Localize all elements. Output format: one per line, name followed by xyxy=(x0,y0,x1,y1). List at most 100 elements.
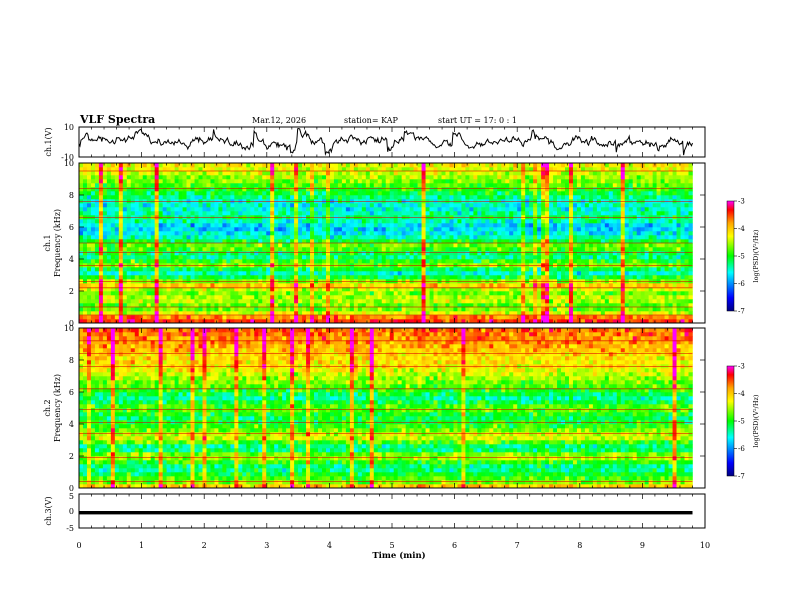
spectrogram-cell xyxy=(162,247,167,252)
spectrogram-cell xyxy=(477,195,482,200)
spectrogram-cell xyxy=(134,251,140,256)
spectrogram-cell xyxy=(497,295,502,300)
spectrogram-cell xyxy=(250,275,255,280)
spectrogram-cell xyxy=(302,227,307,232)
spectrogram-cell xyxy=(501,255,506,260)
spectrogram-cell xyxy=(537,167,542,172)
spectrogram-cell xyxy=(365,275,371,280)
spectrogram-cell xyxy=(357,163,363,168)
spectrogram-cell xyxy=(421,247,426,252)
spectrogram-cell xyxy=(393,195,398,200)
spectrogram-cell xyxy=(529,251,534,256)
spectrogram-cell xyxy=(106,179,112,184)
spectrogram-cell xyxy=(238,171,243,176)
spectrogram-cell xyxy=(545,227,550,232)
spectrogram-cell xyxy=(282,259,287,264)
spectrogram-cell xyxy=(286,179,291,184)
spectrogram-cell xyxy=(322,227,327,232)
spectrogram-cell xyxy=(493,219,498,224)
spectrogram-cell xyxy=(154,207,159,212)
spectrogram-cell xyxy=(481,171,486,176)
spectrogram-cell xyxy=(425,203,430,208)
spectrogram-cell xyxy=(509,175,514,180)
spectrogram-cell xyxy=(349,247,355,252)
spectrogram-cell xyxy=(457,283,462,288)
spectrogram-cell xyxy=(266,171,271,176)
spectrogram-cell xyxy=(341,287,347,292)
spectrogram-cell xyxy=(493,311,498,316)
spectrogram-cell xyxy=(194,231,199,236)
spectrogram-cell xyxy=(361,191,367,196)
spectrogram-cell xyxy=(457,275,462,280)
spectrogram-cell xyxy=(497,171,502,176)
spectrogram-cell xyxy=(469,283,474,288)
spectrogram-cell xyxy=(445,283,450,288)
spectrogram-cell xyxy=(79,319,84,324)
spectrogram-cell xyxy=(182,255,187,260)
spectrogram-cell xyxy=(166,179,171,184)
spectrogram-cell xyxy=(262,235,267,240)
spectrogram-cell xyxy=(429,247,434,252)
spectrogram-cell xyxy=(190,243,195,248)
spectrogram-cell xyxy=(150,187,155,192)
spectrogram-cell xyxy=(146,239,151,244)
spectrogram-cell xyxy=(154,227,159,232)
spectrogram-cell xyxy=(345,315,351,320)
spectrogram-cell xyxy=(325,219,331,224)
spectrogram-cell xyxy=(361,179,367,184)
spectrogram-cell xyxy=(493,175,498,180)
spectrogram-cell xyxy=(114,251,120,256)
spectrogram-cell xyxy=(513,203,518,208)
spectrogram-cell xyxy=(345,175,351,180)
spectrogram-cell xyxy=(126,251,132,256)
spectrogram-cell xyxy=(505,195,510,200)
spectrogram-cell xyxy=(345,231,351,236)
spectrogram-cell xyxy=(146,175,151,180)
spectrogram-cell xyxy=(174,239,179,244)
spectrogram-cell xyxy=(254,311,259,316)
spectrogram-cell xyxy=(274,275,279,280)
spectrogram-cell xyxy=(158,307,163,312)
spectrogram-cell xyxy=(134,175,140,180)
spectrogram-cell xyxy=(361,295,367,300)
spectrogram-cell xyxy=(158,251,163,256)
spectrogram-cell xyxy=(302,231,307,236)
spectrogram-cell xyxy=(465,259,470,264)
spectrogram-cell xyxy=(238,235,243,240)
spectrogram-cell xyxy=(401,211,406,216)
spectrogram-cell xyxy=(361,211,367,216)
spectrogram-cell xyxy=(353,171,359,176)
spectrogram-cell xyxy=(469,195,474,200)
spectrogram-cell xyxy=(290,183,295,188)
spectrogram-cell xyxy=(541,227,546,232)
spectrogram-cell xyxy=(134,239,140,244)
spectrogram-cell xyxy=(106,311,112,316)
spectrogram-cell xyxy=(513,191,518,196)
spectrogram-cell xyxy=(79,239,84,244)
spectrogram-cell xyxy=(517,267,522,272)
spectrogram-cell xyxy=(485,195,490,200)
spectrogram-cell xyxy=(194,187,199,192)
spectrogram-cell xyxy=(337,287,343,292)
spectrogram-cell xyxy=(477,271,482,276)
spectrogram-cell xyxy=(545,243,550,248)
spectrogram-cell xyxy=(457,255,462,260)
spectrogram-cell xyxy=(445,255,450,260)
spectrogram-cell xyxy=(525,303,530,308)
spectrogram-cell xyxy=(246,271,251,276)
spectrogram-cell xyxy=(114,275,120,280)
spectrogram-cell xyxy=(357,187,363,192)
spectrogram-cell xyxy=(146,315,151,320)
spectrogram-cell xyxy=(110,299,116,304)
spectrogram-cell xyxy=(473,311,478,316)
spectrogram-cell xyxy=(258,163,263,168)
spectrogram-cell xyxy=(461,243,466,248)
spectrogram-cell xyxy=(377,235,383,240)
spectrogram-cell xyxy=(110,247,116,252)
spectrogram-cell xyxy=(122,255,128,260)
spectrogram-cell xyxy=(353,259,359,264)
spectrogram-cell xyxy=(134,207,140,212)
spectrogram-cell xyxy=(290,307,295,312)
spectrogram-cell xyxy=(306,275,311,280)
spectrogram-cell xyxy=(533,171,538,176)
